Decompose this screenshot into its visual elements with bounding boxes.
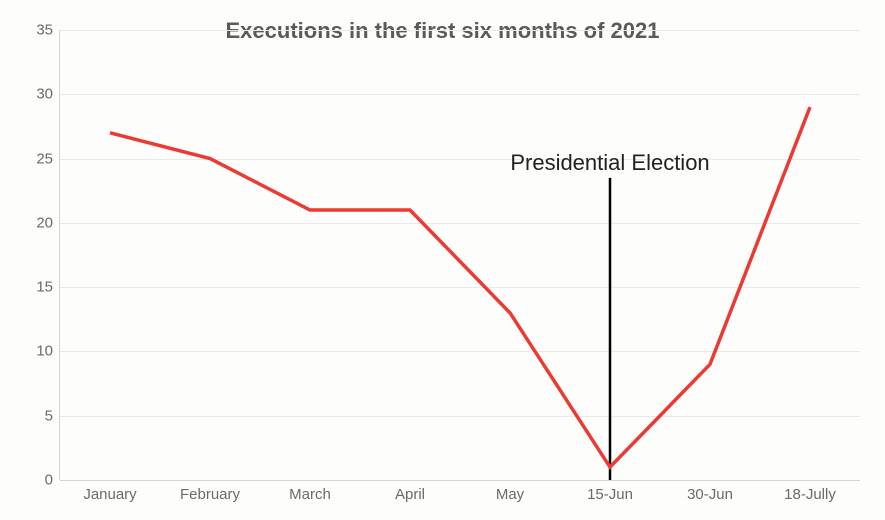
y-tick-label: 10 <box>13 343 53 360</box>
y-tick-label: 0 <box>13 472 53 489</box>
y-tick-label: 5 <box>13 407 53 424</box>
x-tick-label: February <box>180 486 240 503</box>
y-tick-label: 20 <box>13 214 53 231</box>
x-tick-label: January <box>83 486 136 503</box>
x-tick-label: 30-Jun <box>687 486 733 503</box>
x-tick-label: 18-Jully <box>784 486 836 503</box>
line-chart: Executions in the first six months of 20… <box>0 0 885 520</box>
y-tick-label: 30 <box>13 86 53 103</box>
y-tick-label: 25 <box>13 150 53 167</box>
annotation-label: Presidential Election <box>510 150 709 176</box>
y-tick-label: 15 <box>13 279 53 296</box>
x-tick-label: March <box>289 486 331 503</box>
x-axis-line <box>60 480 860 481</box>
x-tick-label: April <box>395 486 425 503</box>
y-tick-label: 35 <box>13 22 53 39</box>
plot-area <box>60 30 860 480</box>
x-tick-label: 15-Jun <box>587 486 633 503</box>
x-tick-label: May <box>496 486 524 503</box>
